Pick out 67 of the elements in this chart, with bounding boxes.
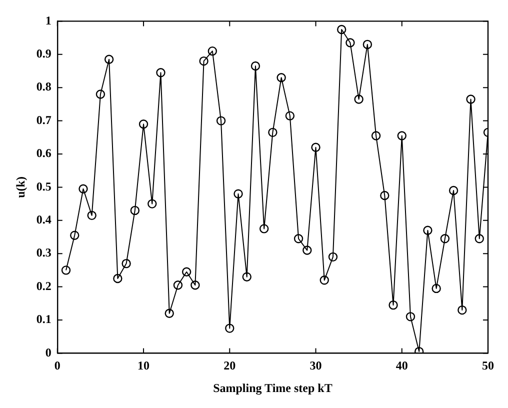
- point: [234, 189, 243, 198]
- point: [336, 24, 346, 34]
- y-tick-label: 0.8: [36, 80, 52, 94]
- point: [294, 234, 304, 244]
- y-tick-label: 0.5: [36, 179, 52, 194]
- point: [208, 46, 218, 56]
- point: [164, 308, 174, 318]
- point: [397, 131, 406, 140]
- y-tick-label: 0.7: [36, 112, 52, 127]
- point: [458, 305, 467, 315]
- x-tick-label: 20: [224, 358, 236, 372]
- point: [440, 234, 450, 244]
- point: [216, 116, 226, 126]
- point: [250, 61, 260, 71]
- point: [328, 252, 338, 262]
- point: [242, 272, 252, 282]
- x-tick-label: 10: [138, 358, 150, 372]
- point: [259, 224, 269, 234]
- x-tick-label: 0: [54, 358, 60, 372]
- point: [78, 184, 88, 194]
- point: [406, 312, 416, 322]
- point: [70, 230, 80, 240]
- y-tick-label: 0: [45, 345, 52, 360]
- point: [285, 111, 295, 120]
- y-tick-label: 0.3: [36, 246, 52, 260]
- point: [122, 258, 131, 268]
- point: [130, 206, 140, 216]
- point: [302, 246, 312, 255]
- point: [432, 284, 441, 294]
- point: [354, 94, 364, 104]
- y-tick-label: 0.9: [36, 46, 52, 60]
- point: [156, 68, 166, 78]
- point: [466, 94, 476, 104]
- y-tick-label: 0.4: [36, 212, 52, 226]
- point: [388, 300, 398, 310]
- point: [346, 38, 355, 48]
- point: [104, 54, 114, 64]
- y-axis-title: u(k): [13, 176, 28, 198]
- point: [96, 90, 106, 99]
- x-axis-title: Sampling Time step kT: [213, 380, 332, 395]
- x-tick-label: 50: [482, 358, 494, 372]
- point: [320, 276, 329, 285]
- point: [225, 324, 234, 333]
- point: [190, 280, 200, 290]
- y-tick-label: 1: [45, 13, 52, 28]
- y-tick-label: 0.6: [36, 146, 52, 160]
- point: [138, 120, 148, 129]
- x-tick-label: 30: [310, 358, 322, 372]
- point: [380, 190, 390, 200]
- point: [173, 280, 183, 290]
- point: [87, 210, 96, 220]
- x-tick-label: 40: [396, 358, 408, 372]
- point: [268, 128, 278, 138]
- point: [148, 199, 157, 208]
- point: [61, 266, 71, 275]
- point: [362, 40, 372, 50]
- point: [474, 234, 484, 244]
- point: [199, 56, 208, 66]
- point: [423, 226, 432, 235]
- point: [448, 186, 458, 196]
- point: [311, 142, 320, 152]
- y-tick-label: 0.2: [36, 278, 52, 293]
- y-tick-label: 0.1: [36, 312, 52, 326]
- point: [182, 267, 192, 276]
- point: [276, 73, 286, 82]
- point: [113, 274, 122, 284]
- point: [371, 131, 381, 140]
